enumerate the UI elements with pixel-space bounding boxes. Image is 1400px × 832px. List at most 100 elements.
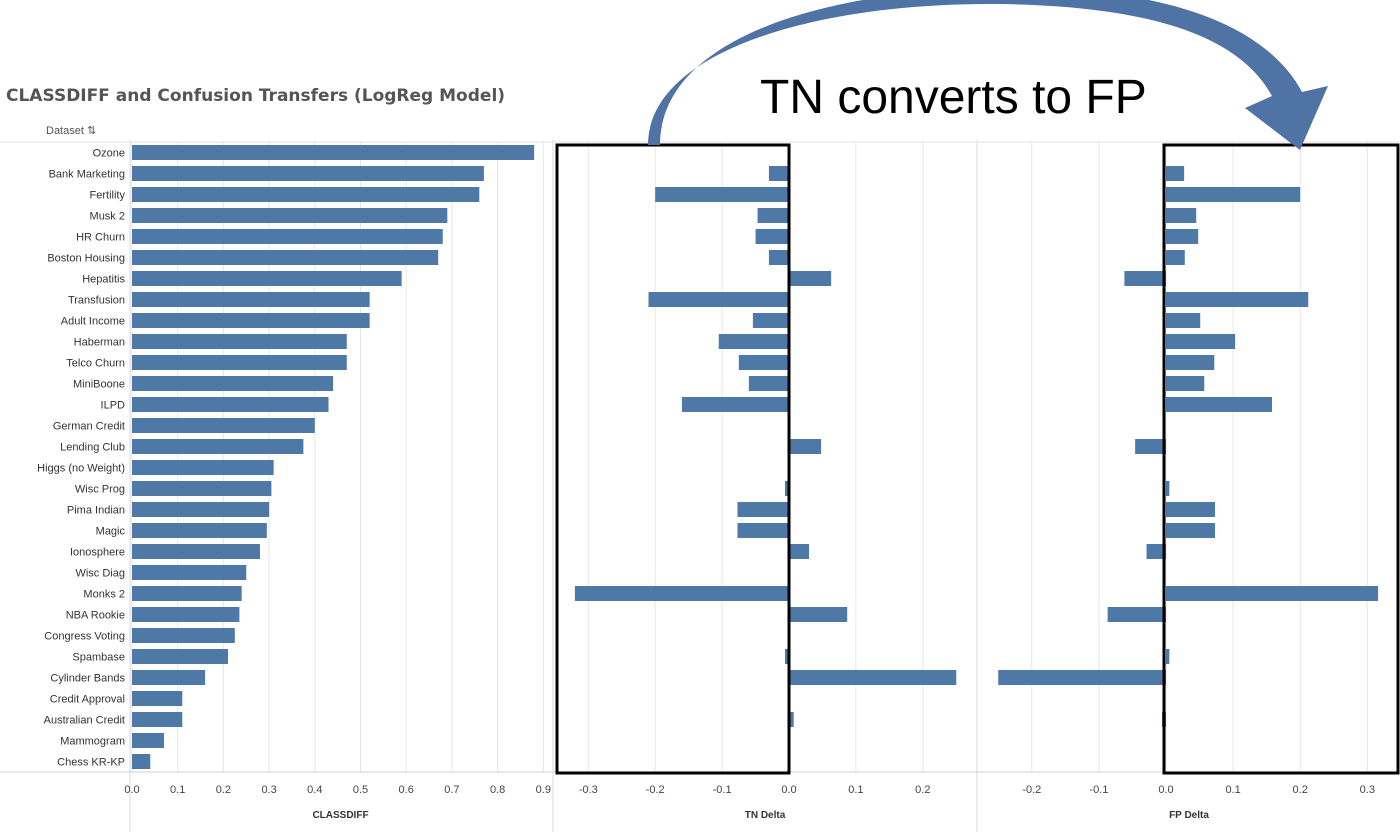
bar: [132, 712, 183, 727]
tn-highlight-box: [555, 143, 791, 775]
dataset-label: Hepatitis: [82, 274, 125, 286]
bar: [1166, 187, 1301, 202]
bar: [768, 166, 789, 181]
bar: [1124, 271, 1166, 286]
tick-label: -0.2: [1022, 784, 1041, 796]
bar: [1166, 334, 1236, 349]
bar: [132, 187, 480, 202]
tick-label: 0.0: [781, 784, 796, 796]
tick-label: 0.6: [399, 784, 414, 796]
dataset-label: Bank Marketing: [49, 169, 125, 181]
tick-label: 0.1: [170, 784, 185, 796]
bar: [132, 355, 347, 370]
tick-label: 0.0: [1158, 784, 1173, 796]
bar: [132, 166, 484, 181]
dataset-label: Monks 2: [83, 589, 125, 601]
bar: [132, 397, 329, 412]
bar: [132, 754, 151, 769]
bar: [1135, 439, 1166, 454]
tick-label: 0.7: [444, 784, 459, 796]
fp-highlight-box: [1162, 143, 1400, 775]
tick-label: 0.0: [124, 784, 139, 796]
bar: [1146, 544, 1166, 559]
bar: [132, 145, 535, 160]
tick-label: -0.3: [579, 784, 598, 796]
dataset-label: Lending Club: [60, 442, 125, 454]
tick-label: 0.3: [1360, 784, 1375, 796]
dataset-label: MiniBoone: [73, 379, 125, 391]
bar: [1166, 586, 1379, 601]
sort-icon[interactable]: ⇅: [86, 125, 97, 137]
bar: [789, 439, 822, 454]
bar: [132, 565, 247, 580]
bar: [757, 208, 789, 223]
dataset-label: Adult Income: [61, 316, 125, 328]
dataset-label: Haberman: [74, 337, 125, 349]
bar: [1166, 313, 1201, 328]
bar: [789, 271, 832, 286]
bar: [748, 376, 789, 391]
dataset-label: Congress Voting: [44, 631, 125, 643]
dataset-labels: Ozone Bank Marketing Fertility Musk 2 HR Chu…: [37, 148, 125, 769]
bar: [132, 250, 439, 265]
tick-label: -0.1: [713, 784, 732, 796]
dataset-label: Ozone: [93, 148, 125, 160]
bar: [132, 502, 270, 517]
tick-label: 0.8: [490, 784, 505, 796]
tick-label: 0.1: [1225, 784, 1240, 796]
bar: [132, 208, 448, 223]
bar: [1166, 355, 1215, 370]
bar: [998, 670, 1166, 685]
bar: [1166, 208, 1197, 223]
chart-title: CLASSDIFF and Confusion Transfers (LogRe…: [6, 86, 506, 106]
axis-titles: CLASSDIFF TN Delta FP Delta: [312, 810, 1209, 821]
bar-marks: [132, 145, 1379, 769]
bar: [132, 691, 183, 706]
bar: [132, 271, 402, 286]
bar: [132, 481, 272, 496]
dataset-header-label: Dataset: [46, 125, 84, 137]
tick-label: -0.1: [1089, 784, 1108, 796]
bar: [132, 439, 304, 454]
axis-title: TN Delta: [745, 810, 786, 821]
dataset-label: Ionosphere: [70, 547, 125, 559]
dataset-label: ILPD: [101, 400, 126, 412]
tick-label: 0.4: [307, 784, 322, 796]
bar: [737, 523, 789, 538]
bar: [132, 733, 164, 748]
dataset-label: Mammogram: [60, 736, 125, 748]
bar: [768, 250, 789, 265]
tick-label: 0.2: [915, 784, 930, 796]
bar: [681, 397, 789, 412]
bar: [789, 670, 957, 685]
tick-label: 0.3: [261, 784, 276, 796]
bar: [737, 502, 789, 517]
dataset-label: Pima Indian: [67, 505, 125, 517]
tick-labels: 0.0 0.1 0.2 0.3 0.4 0.5 0.6 0.7 0.8 0.9 -0.3 -0.2 -0…: [124, 784, 1375, 796]
bar: [132, 670, 206, 685]
tick-label: -0.2: [646, 784, 665, 796]
bar: [784, 649, 789, 664]
bar: [132, 460, 274, 475]
tick-label: 0.9: [536, 784, 551, 796]
bar: [1166, 481, 1170, 496]
tick-label: 0.2: [1293, 784, 1308, 796]
bar: [132, 523, 267, 538]
bar: [789, 544, 810, 559]
axis-title: FP Delta: [1169, 810, 1209, 821]
bar: [132, 607, 240, 622]
bar: [718, 334, 789, 349]
dataset-label: Spambase: [72, 652, 125, 664]
bar: [132, 418, 315, 433]
bar: [1166, 397, 1273, 412]
dataset-label: Musk 2: [90, 211, 125, 223]
tick-label: 0.2: [216, 784, 231, 796]
dataset-label: Wisc Diag: [75, 568, 125, 580]
bar: [132, 586, 242, 601]
bar: [789, 712, 794, 727]
dataset-column-header[interactable]: Dataset ⇅: [46, 124, 96, 137]
bar: [752, 313, 789, 328]
dataset-label: Cylinder Bands: [50, 673, 125, 685]
dataset-label: Credit Approval: [50, 694, 125, 706]
dataset-label: Transfusion: [68, 295, 125, 307]
